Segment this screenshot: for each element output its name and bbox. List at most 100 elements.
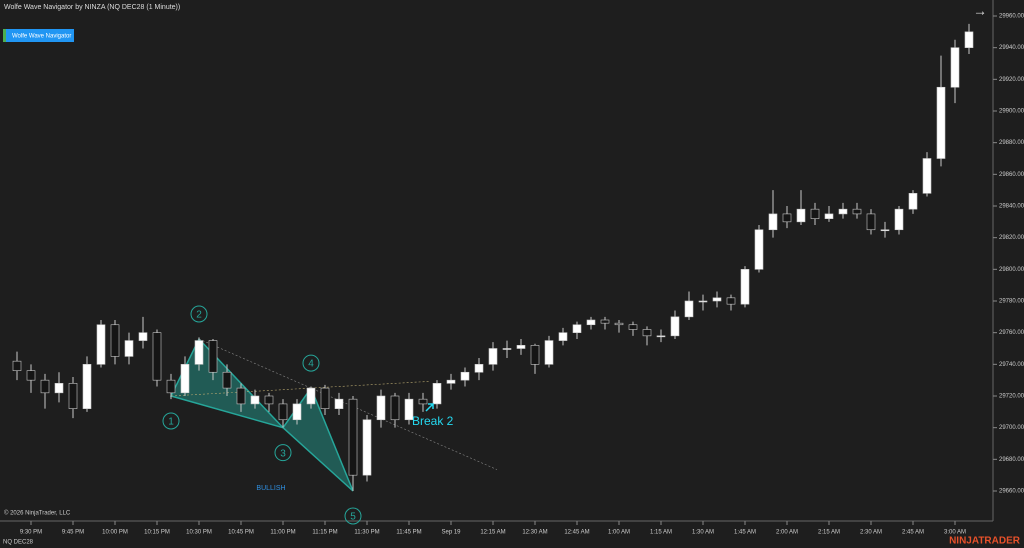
candle-body bbox=[460, 371, 470, 381]
candle-body bbox=[418, 398, 428, 405]
y-tick-label: 29720.00 bbox=[999, 394, 1024, 400]
instrument: NQ DEC28 bbox=[3, 540, 34, 546]
y-tick-label: 29860.00 bbox=[999, 172, 1024, 178]
signal-arrow bbox=[425, 403, 434, 412]
candle-body bbox=[656, 335, 666, 338]
wolfe-point-label: 5 bbox=[350, 512, 356, 523]
candle-body bbox=[670, 316, 680, 337]
wolfe-point-marker bbox=[344, 507, 362, 525]
y-tick-label: 29940.00 bbox=[999, 45, 1024, 51]
candle-body bbox=[40, 379, 50, 394]
x-tick-label: 10:45 PM bbox=[228, 530, 254, 536]
candle-body bbox=[26, 370, 36, 381]
candle-body bbox=[82, 364, 92, 409]
candle-body bbox=[908, 193, 918, 210]
x-tick-label: 1:45 AM bbox=[734, 530, 756, 536]
indicator-button-label[interactable]: Wolfe Wave Navigator bbox=[12, 34, 71, 40]
indicator-button[interactable] bbox=[3, 29, 74, 42]
x-tick-label: 11:30 PM bbox=[354, 530, 379, 536]
candle-body bbox=[880, 229, 890, 232]
nav-arrow[interactable]: → bbox=[973, 3, 987, 19]
candle-body bbox=[530, 345, 540, 365]
candle-body bbox=[320, 387, 330, 409]
candle-body bbox=[236, 387, 246, 405]
candle-body bbox=[68, 383, 78, 409]
candle-body bbox=[726, 297, 736, 305]
chart-title: Wolfe Wave Navigator by NINZA (NQ DEC28 … bbox=[4, 4, 180, 11]
candle-body bbox=[334, 398, 344, 409]
x-tick-label: 9:45 PM bbox=[62, 530, 84, 536]
candle-body bbox=[936, 86, 946, 159]
direction-label: BULLISH bbox=[256, 485, 285, 492]
candle-body bbox=[124, 340, 134, 357]
x-tick-label: 10:00 PM bbox=[102, 530, 128, 536]
candle-body bbox=[488, 348, 498, 365]
candle-body bbox=[614, 322, 624, 326]
x-tick-label: 3:00 AM bbox=[944, 530, 966, 536]
candle-body bbox=[810, 208, 820, 219]
candle-body bbox=[824, 213, 834, 219]
candle-body bbox=[166, 379, 176, 394]
x-tick-label: 2:45 AM bbox=[902, 530, 924, 536]
candle-body bbox=[306, 387, 316, 405]
candle-body bbox=[866, 213, 876, 231]
wolfe-point-label: 3 bbox=[280, 448, 286, 459]
candle-body bbox=[446, 379, 456, 384]
x-tick-label: 2:00 AM bbox=[776, 530, 798, 536]
candle-body bbox=[348, 398, 358, 476]
wolfe-point-label: 1 bbox=[168, 417, 174, 428]
candle-body bbox=[558, 332, 568, 341]
candle-body bbox=[264, 395, 274, 405]
candle-body bbox=[152, 332, 162, 381]
candle-body bbox=[54, 383, 64, 394]
candle-body bbox=[208, 340, 218, 373]
candle-body bbox=[754, 229, 764, 270]
y-tick-label: 29700.00 bbox=[999, 425, 1024, 431]
candle-body bbox=[586, 319, 596, 326]
candle-body bbox=[194, 340, 204, 365]
candle-body bbox=[698, 300, 708, 303]
candle-body bbox=[180, 364, 190, 394]
candle-body bbox=[950, 47, 960, 88]
x-tick-label: 11:00 PM bbox=[270, 530, 295, 536]
x-tick-label: 2:30 AM bbox=[860, 530, 882, 536]
candle-body bbox=[922, 158, 932, 194]
candle-body bbox=[768, 213, 778, 231]
y-tick-label: 29740.00 bbox=[999, 362, 1024, 368]
x-tick-label: 12:15 AM bbox=[480, 530, 505, 536]
y-tick-label: 29900.00 bbox=[999, 109, 1024, 115]
wolfe-point-label: 2 bbox=[196, 310, 202, 321]
candle-body bbox=[642, 329, 652, 337]
candle-body bbox=[684, 300, 694, 318]
x-tick-label: 2:15 AM bbox=[818, 530, 840, 536]
wolfe-point-marker bbox=[302, 354, 320, 372]
candle-body bbox=[96, 324, 106, 365]
candle-body bbox=[628, 324, 638, 330]
x-tick-label: 9:30 PM bbox=[20, 530, 42, 536]
y-tick-label: 29660.00 bbox=[999, 489, 1024, 495]
wolfe-target-line bbox=[170, 381, 431, 397]
candle-body bbox=[740, 269, 750, 305]
candle-body bbox=[796, 208, 806, 223]
candle-body bbox=[852, 208, 862, 215]
wolfe-point-marker bbox=[190, 305, 208, 323]
x-tick-label: 10:15 PM bbox=[144, 530, 170, 536]
candle-body bbox=[362, 419, 372, 476]
x-tick-label: 11:45 PM bbox=[396, 530, 421, 536]
candle-body bbox=[292, 403, 302, 421]
candle-body bbox=[474, 364, 484, 373]
x-tick-label: 1:15 AM bbox=[650, 530, 672, 536]
x-tick-label: 10:30 PM bbox=[186, 530, 212, 536]
candle-body bbox=[432, 383, 442, 405]
candle-body bbox=[544, 340, 554, 365]
y-tick-label: 29800.00 bbox=[999, 267, 1024, 273]
x-tick-label: 1:30 AM bbox=[692, 530, 714, 536]
candle-body bbox=[502, 348, 512, 350]
candle-body bbox=[782, 213, 792, 223]
candle-body bbox=[894, 208, 904, 231]
wolfe-point-marker bbox=[274, 444, 292, 462]
candle-body bbox=[138, 332, 148, 341]
candle-body bbox=[516, 345, 526, 349]
